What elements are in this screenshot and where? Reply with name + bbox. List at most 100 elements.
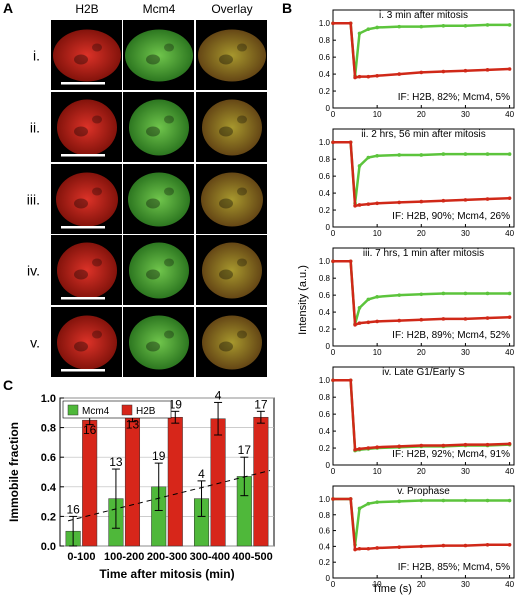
y-tick-label: 0.4	[319, 308, 331, 317]
x-tick-label: 30	[461, 467, 470, 476]
data-point	[419, 292, 424, 297]
y-tick-label: 0.8	[41, 423, 56, 435]
x-tick-label: 10	[373, 580, 382, 589]
data-point	[348, 497, 353, 501]
y-tick-label: 0.8	[319, 155, 331, 164]
scale-bar	[61, 369, 105, 372]
data-point	[366, 320, 371, 325]
data-point	[357, 447, 362, 451]
x-tick-label: 30	[461, 229, 470, 238]
panel-letter-c: C	[3, 377, 13, 393]
data-point	[507, 498, 512, 503]
frap-subplot: 0 0.2 0.4 0.6 0.8 1.0 0 10 20 30 40 iv. Late G1/Ear…	[319, 366, 515, 476]
y-tick-label: 0	[326, 104, 331, 113]
data-point	[366, 27, 371, 31]
row-label: ii.	[30, 120, 40, 136]
y-tick-label: 0.2	[41, 511, 56, 523]
x-tick-label: 40	[505, 467, 514, 476]
data-point	[463, 498, 468, 503]
y-tick-label: 0.6	[319, 53, 331, 62]
data-point	[366, 546, 371, 551]
count-label: 4	[198, 467, 205, 481]
data-point	[419, 443, 424, 448]
data-point	[366, 297, 371, 302]
y-tick-label: 0.2	[319, 325, 331, 334]
nucleolus	[219, 198, 233, 209]
data-point	[485, 498, 490, 503]
y-tick-label: 0	[326, 461, 331, 470]
data-point	[366, 501, 371, 506]
data-point	[485, 291, 490, 296]
data-point	[419, 70, 424, 75]
subplot-title: ii. 2 hrs, 56 min after mitosis	[361, 129, 485, 140]
data-point	[397, 153, 402, 157]
data-point	[353, 75, 357, 80]
nucleolus	[74, 54, 88, 65]
count-label: 4	[215, 388, 222, 402]
nucleus	[53, 29, 121, 82]
data-point	[507, 543, 512, 547]
x-tick-label: 0	[331, 467, 336, 476]
data-point	[348, 140, 353, 145]
y-tick-label: 1.0	[319, 138, 331, 147]
scale-bar	[61, 154, 105, 157]
data-point	[366, 446, 371, 450]
x-tick-label: 20	[417, 467, 426, 476]
data-point	[419, 199, 424, 204]
nucleus	[202, 315, 262, 370]
data-point	[357, 506, 362, 511]
frap-subplot: 0 0.2 0.4 0.6 0.8 1.0 0 10 20 30 40 i. 3 min after …	[319, 9, 515, 119]
data-point	[419, 317, 424, 322]
nucleus	[57, 315, 117, 370]
x-tick-label: 0-100	[67, 551, 95, 563]
data-point	[485, 316, 490, 320]
legend-box	[62, 400, 172, 419]
column-header: H2B	[75, 2, 98, 16]
x-tick-label: 40	[505, 110, 514, 119]
frap-x-axis-label: Time (s)	[372, 583, 412, 595]
subplot-title: i. 3 min after mitosis	[379, 10, 468, 21]
data-point	[419, 544, 424, 549]
y-tick-label: 0.6	[319, 172, 331, 181]
data-point	[375, 73, 379, 78]
row-label: v.	[30, 335, 40, 351]
data-point	[441, 152, 446, 156]
nucleolus	[92, 187, 102, 196]
subplot-title: iii. 7 hrs, 1 min after mitosis	[363, 248, 484, 259]
subplot-annotation: IF: H2B, 92%; Mcm4, 91%	[392, 449, 510, 460]
nucleus	[202, 242, 262, 299]
legend-label: H2B	[136, 406, 156, 417]
plot-frame	[332, 128, 515, 228]
data-point	[441, 23, 446, 28]
nucleolus	[146, 341, 160, 352]
column-header: Overlay	[211, 2, 252, 16]
x-axis-label: Time after mitosis (min)	[99, 567, 234, 581]
nucleolus	[237, 330, 247, 339]
data-point	[353, 547, 357, 552]
panel-letter-b: B	[282, 0, 292, 16]
data-point	[375, 201, 379, 206]
nucleolus	[92, 330, 102, 339]
nucleus	[129, 315, 189, 370]
frap-subplot: 0 0.2 0.4 0.6 0.8 1.0 0 10 20 30 40 v. Prophase IF: …	[319, 485, 515, 589]
nucleolus	[219, 54, 233, 65]
y-tick-label: 0.2	[319, 87, 331, 96]
frap-subplot: 0 0.2 0.4 0.6 0.8 1.0 0 10 20 30 40 ii. 2 hrs, 56 m…	[319, 128, 515, 238]
x-tick-label: 200-300	[147, 551, 187, 563]
scale-bar	[61, 82, 105, 85]
nucleus	[125, 29, 193, 82]
nucleolus	[74, 341, 88, 352]
data-point	[357, 546, 362, 551]
y-tick-label: 0.6	[319, 410, 331, 419]
data-point	[463, 442, 468, 447]
subplot-title: v. Prophase	[397, 486, 450, 497]
x-tick-label: 0	[331, 229, 336, 238]
data-point	[375, 546, 379, 550]
data-point	[463, 23, 468, 28]
x-tick-label: 10	[373, 467, 382, 476]
count-label: 17	[238, 443, 252, 457]
data-point	[397, 200, 402, 205]
data-point	[441, 69, 446, 74]
data-point	[348, 21, 353, 26]
